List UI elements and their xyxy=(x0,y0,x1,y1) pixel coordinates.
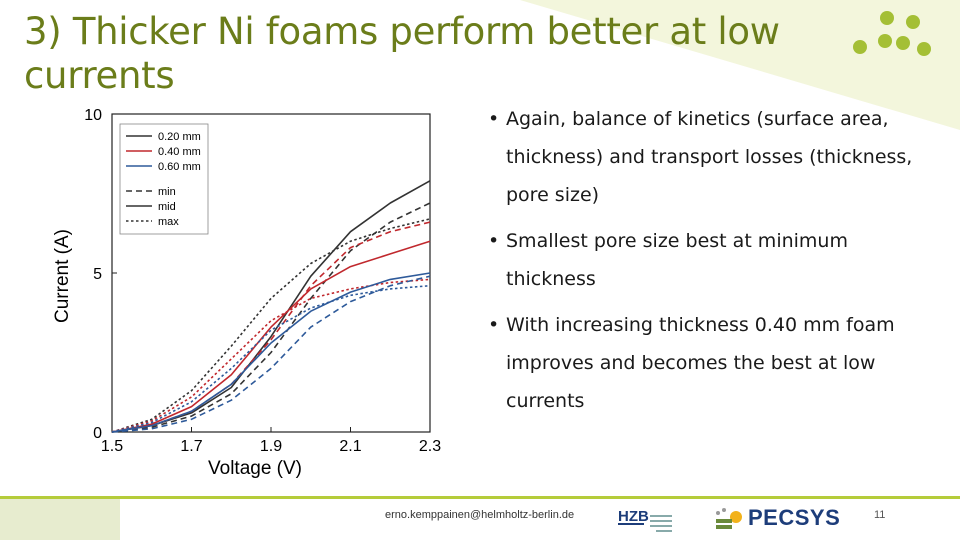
x-tick-label: 1.7 xyxy=(180,438,202,455)
footer-left-band xyxy=(0,499,120,540)
sun-icon xyxy=(730,511,742,523)
bullet-text: With increasing thickness 0.40 mm foam i… xyxy=(506,314,895,412)
legend-label: 0.20 mm xyxy=(158,131,201,143)
pecsys-logo-text: PECSYS xyxy=(748,505,841,530)
series-line-black-dotted xyxy=(111,218,431,433)
legend-box xyxy=(119,123,209,235)
legend-label: min xyxy=(158,186,176,198)
bullet-text: Smallest pore size best at minimum thick… xyxy=(506,230,848,290)
bullet-item: • With increasing thickness 0.40 mm foam… xyxy=(488,306,938,420)
y-tick-label: 0 xyxy=(93,425,102,442)
bullet-item: • Smallest pore size best at minimum thi… xyxy=(488,222,938,298)
page-number: 11 xyxy=(874,509,886,521)
y-tick-label: 10 xyxy=(84,107,102,124)
legend-label: 0.40 mm xyxy=(158,146,201,158)
x-tick-label: 1.5 xyxy=(101,438,123,455)
voltage-current-chart: 1.5 1.7 1.9 2.1 2.3 0 5 10 0.20 mm 0.40 mm 0.60 m… xyxy=(52,107,441,479)
legend-label: 0.60 mm xyxy=(158,161,201,173)
series-line-blue-dotted xyxy=(111,284,431,433)
footer-divider xyxy=(0,496,960,499)
legend-label: max xyxy=(158,216,179,228)
legend-label: mid xyxy=(158,201,176,213)
series-line-black-dashed xyxy=(111,202,431,433)
hzb-logo-text: HZB xyxy=(618,508,649,525)
bullet-marker: • xyxy=(488,314,500,336)
y-axis-label: Current (A) xyxy=(52,229,73,323)
series-line-blue-dashed xyxy=(111,275,431,433)
x-tick-label: 1.9 xyxy=(260,438,282,455)
pecsys-logo xyxy=(716,508,742,529)
hzb-logo: HZB xyxy=(618,508,672,532)
footer-email: erno.kemppainen@helmholtz-berlin.de xyxy=(385,509,575,521)
series-line-red-dotted xyxy=(111,278,431,433)
bullet-list: • Again, balance of kinetics (surface ar… xyxy=(488,100,938,428)
x-axis-label: Voltage (V) xyxy=(208,458,302,479)
series-line-red-solid xyxy=(111,240,431,433)
series-line-blue-solid xyxy=(111,272,431,433)
decorative-dots-logo xyxy=(853,11,931,56)
bullet-text: Again, balance of kinetics (surface area… xyxy=(506,108,913,206)
x-tick-label: 2.1 xyxy=(339,438,361,455)
bullet-marker: • xyxy=(488,230,500,252)
bullet-marker: • xyxy=(488,108,500,130)
slide-title: 3) Thicker Ni foams perform better at lo… xyxy=(24,10,780,97)
y-tick-label: 5 xyxy=(93,266,102,283)
x-tick-label: 2.3 xyxy=(419,438,441,455)
bullet-item: • Again, balance of kinetics (surface ar… xyxy=(488,100,938,214)
